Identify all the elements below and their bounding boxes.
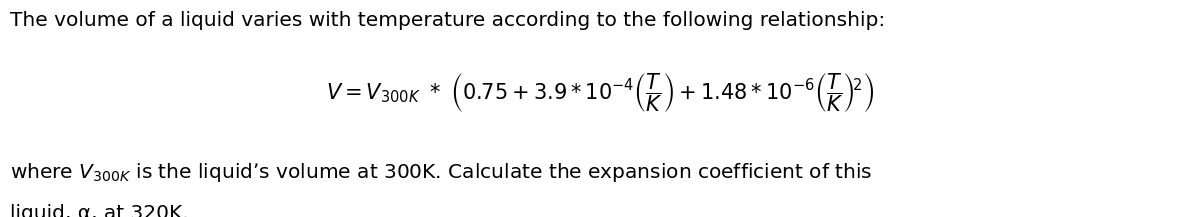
Text: liquid, α, at 320K.: liquid, α, at 320K.: [10, 204, 188, 217]
Text: $\mathit{V} = \mathit{V}_{300K}\ *\ \left(0.75 + 3.9 * 10^{-4}\left(\dfrac{\math: $\mathit{V} = \mathit{V}_{300K}\ *\ \lef…: [325, 71, 875, 114]
Text: where $V_{300K}$ is the liquid’s volume at 300K. Calculate the expansion coeffic: where $V_{300K}$ is the liquid’s volume …: [10, 161, 872, 184]
Text: The volume of a liquid varies with temperature according to the following relati: The volume of a liquid varies with tempe…: [10, 11, 884, 30]
